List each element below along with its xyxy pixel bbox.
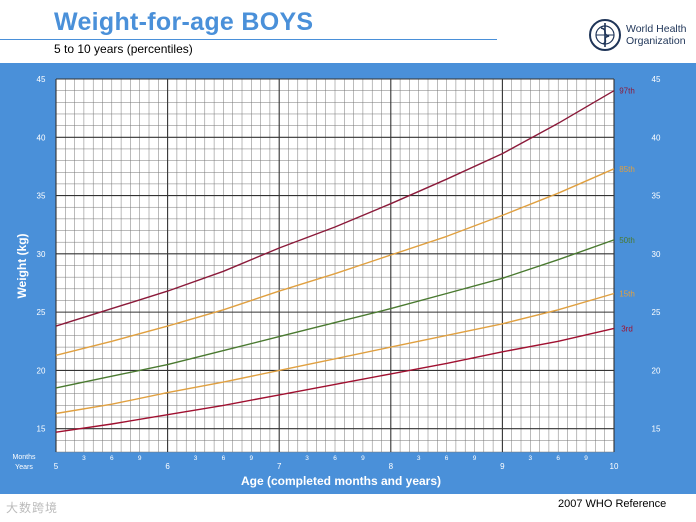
x-tick-month: 9 — [473, 455, 477, 462]
who-org-name: World Health Organization — [626, 23, 687, 47]
x-tick-month: 6 — [445, 455, 449, 462]
grid-major — [55, 78, 615, 452]
x-tick-month: 9 — [249, 455, 253, 462]
x-tick-month: 3 — [82, 455, 86, 462]
percentile-line-85th — [55, 168, 615, 356]
x-tick-year: 8 — [389, 462, 394, 471]
chart-subtitle: 5 to 10 years (percentiles) — [54, 42, 193, 56]
x-tick-month: 3 — [194, 455, 198, 462]
y-tick-label: 20 — [37, 366, 46, 375]
x-axis-label: Age (completed months and years) — [241, 474, 441, 488]
y-tick-labels-left: 15 20 25 30 35 40 45 — [37, 75, 46, 434]
x-tick-month: 6 — [110, 455, 114, 462]
percentile-label: 85th — [619, 165, 635, 174]
percentile-label: 15th — [619, 289, 635, 298]
y-tick-label: 40 — [652, 133, 661, 142]
percentile-label: 50th — [619, 236, 635, 245]
who-logo: World Health Organization — [588, 18, 687, 52]
y-tick-label: 35 — [37, 192, 46, 201]
watermark: 大数跨境 — [6, 501, 59, 515]
x-tick-year: 9 — [500, 462, 505, 471]
y-tick-labels-right: 15 20 25 30 35 40 45 — [652, 75, 661, 434]
y-tick-label: 45 — [652, 75, 661, 84]
y-tick-label: 30 — [652, 250, 661, 259]
who-org-line2: Organization — [626, 35, 686, 47]
x-tick-month: 3 — [305, 455, 309, 462]
reference-note: 2007 WHO Reference — [558, 498, 667, 510]
x-tick-month: 6 — [222, 455, 226, 462]
y-tick-label: 20 — [652, 366, 661, 375]
who-emblem-icon — [589, 19, 621, 51]
x-tick-year: 6 — [165, 462, 170, 471]
percentile-line-3rd — [55, 327, 615, 433]
series-lines — [55, 90, 615, 433]
x-tick-year: 5 — [54, 462, 59, 471]
x-row-label-months: Months — [13, 454, 36, 461]
y-tick-label: 35 — [652, 192, 661, 201]
chart-title: Weight-for-age BOYS — [54, 8, 314, 36]
y-tick-label: 25 — [37, 308, 46, 317]
x-tick-year: 7 — [277, 462, 282, 471]
percentile-label: 97th — [619, 87, 635, 96]
x-tick-labels: 5 3 6 9 6 3 6 9 7 3 6 9 8 3 6 9 9 3 6 9 10 — [54, 455, 619, 471]
x-tick-month: 9 — [584, 455, 588, 462]
x-tick-month: 9 — [361, 455, 365, 462]
grid-minor — [56, 79, 614, 453]
x-tick-year: 10 — [610, 462, 619, 471]
percentile-line-97th — [55, 90, 615, 327]
x-tick-month: 3 — [528, 455, 532, 462]
title-rule — [0, 39, 497, 40]
who-org-line1: World Health — [626, 23, 687, 35]
percentile-line-50th — [55, 239, 615, 389]
y-tick-label: 25 — [652, 308, 661, 317]
x-tick-month: 3 — [417, 455, 421, 462]
percentile-label: 3rd — [621, 324, 633, 333]
x-tick-month: 6 — [333, 455, 337, 462]
y-axis-label: Weight (kg) — [15, 233, 29, 298]
y-tick-label: 30 — [37, 250, 46, 259]
x-tick-month: 6 — [556, 455, 560, 462]
series-labels: 97th 85th 50th 15th 3rd — [619, 87, 635, 334]
x-tick-month: 9 — [138, 455, 142, 462]
percentile-line-15th — [55, 292, 615, 415]
y-tick-label: 45 — [37, 75, 46, 84]
y-tick-label: 15 — [652, 425, 661, 434]
x-row-label-years: Years — [15, 464, 33, 471]
y-tick-label: 15 — [37, 425, 46, 434]
y-tick-label: 40 — [37, 133, 46, 142]
